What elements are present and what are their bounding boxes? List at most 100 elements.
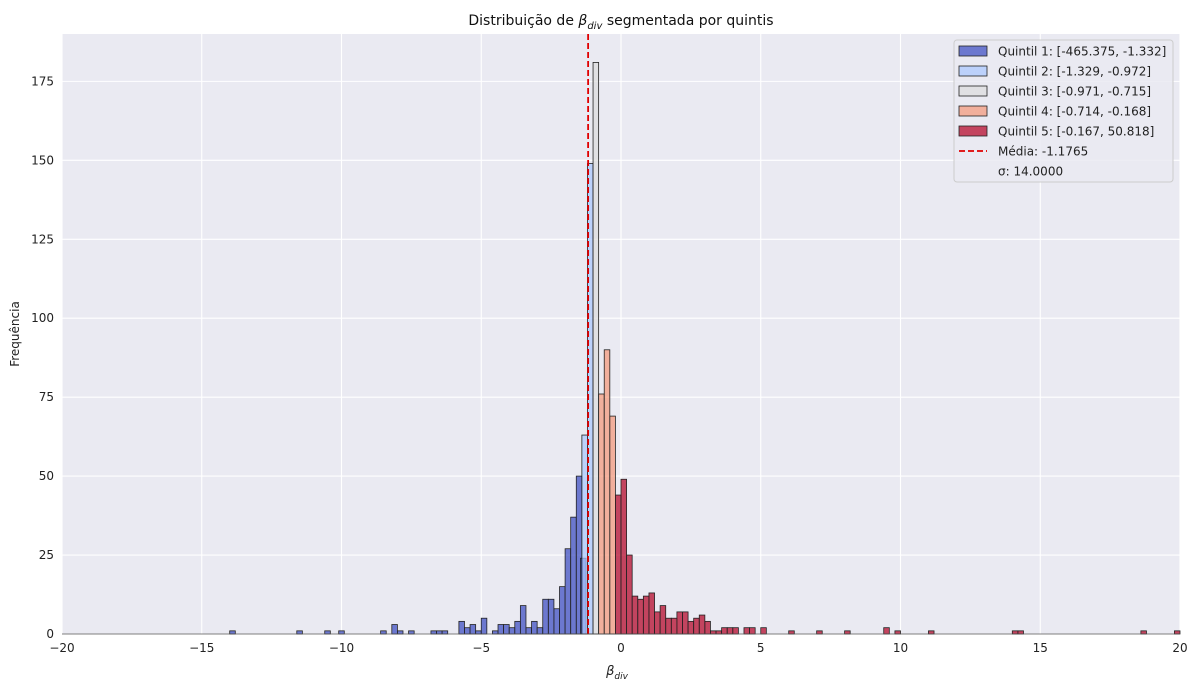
- histogram-bar-quintil-1: [380, 630, 387, 635]
- x-tick-label: 15: [1033, 641, 1048, 655]
- histogram-bar-quintil-1: [525, 627, 532, 635]
- histogram-bar-quintil-5: [749, 627, 756, 635]
- histogram-bar-quintil-1: [229, 630, 236, 635]
- histogram-bar-quintil-5: [637, 598, 644, 635]
- histogram-bar-quintil-1: [475, 630, 482, 635]
- legend: Quintil 1: [-465.375, -1.332] Quintil 2: …: [953, 39, 1174, 183]
- legend-swatch: [958, 105, 988, 117]
- histogram-bar-quintil-5: [1017, 630, 1024, 635]
- legend-label: Quintil 2: [-1.329, -0.972]: [998, 65, 1151, 79]
- histogram-bar-quintil-1: [324, 630, 331, 635]
- x-tick-label: 10: [893, 641, 908, 655]
- histogram-bar-quintil-1: [570, 516, 577, 635]
- histogram-bar-quintil-1: [514, 620, 521, 635]
- histogram-bar-quintil-1: [497, 624, 505, 635]
- histogram-bar-quintil-1: [492, 630, 499, 635]
- histogram-bar-quintil-1: [559, 586, 566, 635]
- histogram-bar-quintil-1: [458, 620, 465, 635]
- histogram-bar-quintil-5: [648, 592, 655, 635]
- x-ticks: −20 −15 −10 −5 0 5 10 15 20: [49, 641, 1187, 655]
- histogram-bar-quintil-5: [844, 630, 851, 635]
- x-tick-label: −10: [329, 641, 354, 655]
- y-tick-label: 50: [39, 469, 54, 483]
- histogram-bar-quintil-1: [480, 617, 488, 635]
- histogram-bars: [229, 62, 1181, 635]
- y-tick-label: 150: [31, 153, 54, 167]
- histogram-bar-quintil-1: [430, 630, 437, 635]
- histogram-bar-quintil-5: [676, 611, 683, 635]
- histogram-bar-quintil-5: [816, 630, 823, 635]
- histogram-bar-quintil-5: [715, 630, 723, 635]
- legend-swatch: [958, 85, 988, 97]
- histogram-bar-quintil-5: [928, 630, 935, 635]
- histogram-bar-quintil-1: [296, 630, 303, 635]
- legend-swatch: [958, 65, 988, 77]
- legend-label: Quintil 3: [-0.971, -0.715]: [998, 85, 1151, 99]
- histogram-bar-quintil-5: [1174, 630, 1181, 635]
- histogram-bar-quintil-1: [396, 630, 404, 635]
- y-tick-label: 25: [39, 548, 54, 562]
- histogram-bar-quintil-5: [732, 627, 739, 635]
- histogram-bar-quintil-5: [1011, 630, 1019, 635]
- histogram-bar-quintil-2: [581, 434, 588, 635]
- histogram-bar-quintil-5: [788, 630, 795, 635]
- histogram-bar-quintil-5: [743, 627, 750, 635]
- histogram-bar-quintil-5: [626, 554, 633, 635]
- histogram-bar-quintil-5: [710, 630, 717, 635]
- legend-label: Quintil 5: [-0.167, 50.818]: [998, 125, 1154, 139]
- histogram-bar-quintil-5: [654, 611, 661, 635]
- y-tick-label: 125: [31, 232, 54, 246]
- histogram-bar-quintil-5: [726, 627, 734, 635]
- legend-box: [953, 39, 1174, 183]
- histogram-bar-quintil-1: [503, 624, 510, 635]
- histogram-bar-quintil-5: [698, 614, 706, 635]
- histogram-bar-quintil-5: [631, 595, 639, 635]
- histogram-bar-quintil-1: [391, 624, 398, 635]
- histogram-bar-quintil-5: [620, 478, 627, 635]
- histogram-bar-quintil-1: [436, 630, 443, 635]
- histogram-bar-quintil-5: [665, 617, 672, 635]
- histogram-bar-quintil-1: [338, 630, 345, 635]
- histogram-bar-quintil-5: [693, 617, 700, 635]
- legend-swatch: [958, 125, 988, 137]
- histogram-bar-quintil-5: [1140, 630, 1147, 635]
- legend-label: Quintil 4: [-0.714, -0.168]: [998, 105, 1151, 119]
- histogram-bar-quintil-4: [603, 349, 611, 635]
- histogram-bar-quintil-4: [598, 393, 605, 635]
- histogram-bar-quintil-1: [536, 627, 544, 635]
- x-tick-label: 5: [757, 641, 765, 655]
- y-ticks: 0 25 50 75 100 125 150 175: [31, 74, 54, 641]
- x-tick-label: 20: [1172, 641, 1187, 655]
- histogram-bar-quintil-5: [659, 605, 667, 635]
- histogram-bar-quintil-5: [642, 595, 650, 635]
- x-tick-label: 0: [617, 641, 625, 655]
- histogram-bar-quintil-5: [670, 617, 678, 635]
- histogram-bar-quintil-5: [687, 620, 695, 635]
- histogram-bar-quintil-4: [609, 415, 616, 635]
- histogram-bar-quintil-1: [547, 598, 555, 635]
- histogram-bar-quintil-5: [894, 630, 901, 635]
- legend-sigma-label: σ: 14.0000: [998, 165, 1063, 179]
- y-tick-label: 0: [46, 627, 54, 641]
- histogram-bar-quintil-5: [883, 627, 890, 635]
- histogram-bar-quintil-1: [542, 598, 549, 635]
- chart-title: Distribuição de βdiv segmentada por quin…: [468, 13, 773, 32]
- histogram-bar-quintil-5: [682, 611, 689, 635]
- histogram-bar-quintil-1: [519, 605, 527, 635]
- legend-mean-label: Média: -1.1765: [998, 145, 1088, 159]
- y-axis-label: Frequência: [8, 301, 22, 367]
- x-tick-label: −15: [189, 641, 214, 655]
- histogram-bar-quintil-5: [615, 494, 622, 635]
- histogram-bar-quintil-1: [408, 630, 415, 635]
- x-tick-label: −20: [49, 641, 74, 655]
- legend-label: Quintil 1: [-465.375, -1.332]: [998, 45, 1166, 59]
- histogram-bar-quintil-1: [441, 630, 449, 635]
- x-axis-label: βdiv: [605, 664, 629, 682]
- y-tick-label: 175: [31, 74, 54, 88]
- histogram-bar-quintil-1: [469, 624, 477, 635]
- histogram-bar-quintil-5: [760, 627, 767, 635]
- histogram-bar-quintil-3: [592, 62, 600, 635]
- x-tick-label: −5: [472, 641, 490, 655]
